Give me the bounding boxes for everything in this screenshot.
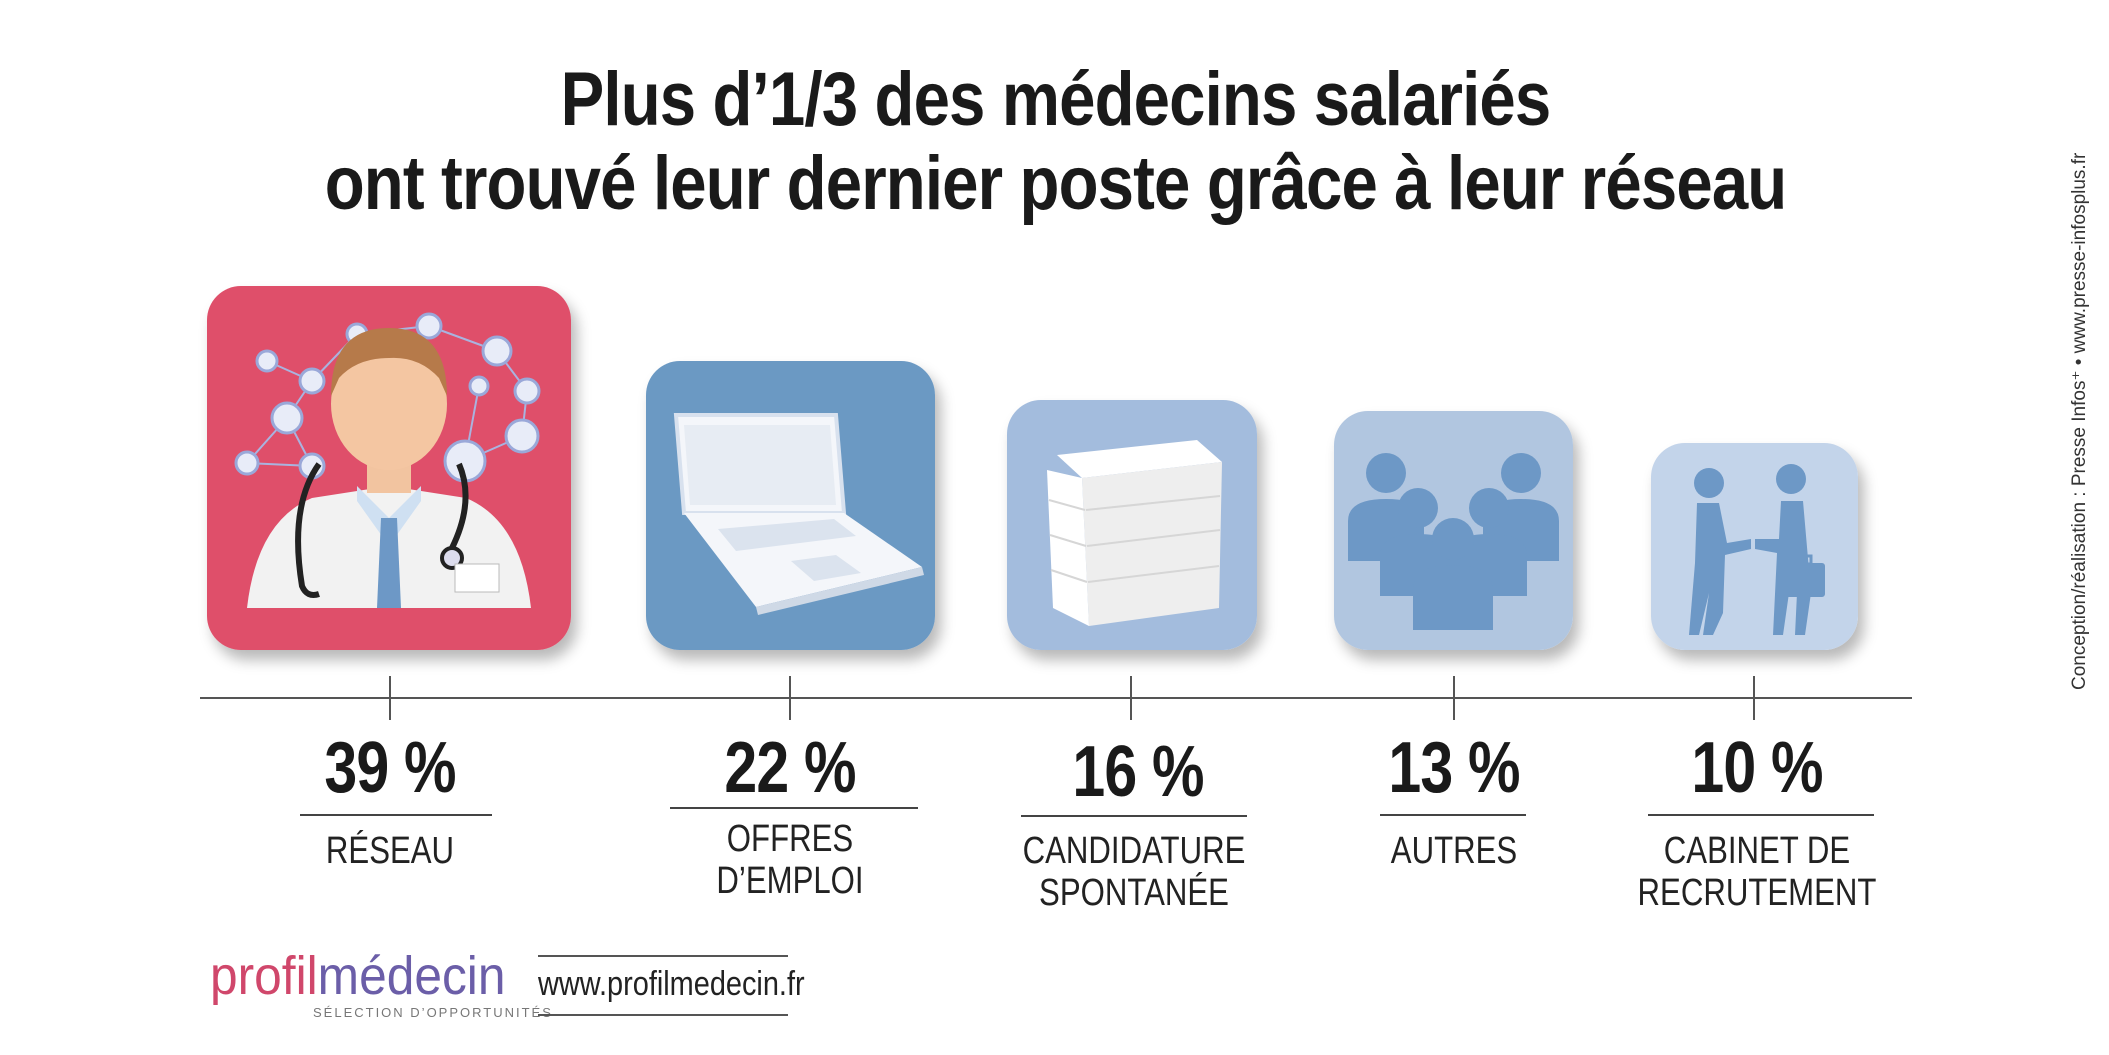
paper-stack-icon: [1007, 400, 1257, 650]
url-rule-bottom: [538, 1014, 788, 1016]
value-label-candidature: 16 %: [1072, 732, 1204, 812]
handshake-icon: [1651, 443, 1858, 650]
axis-tick: [1453, 676, 1455, 720]
tile-candidature-spontanee: [1007, 400, 1257, 650]
tile-reseau: [207, 286, 571, 650]
group-icon: [1334, 411, 1573, 650]
value-underline: [300, 814, 492, 816]
axis-tick: [1130, 676, 1132, 720]
url-rule-top: [538, 955, 788, 957]
value-label-cabinet: 10 %: [1691, 728, 1823, 808]
chart-title: Plus d’1/3 des médecins salariés ont tro…: [149, 58, 1963, 226]
category-label-autres: AUTRES: [1390, 830, 1518, 872]
value-underline: [1021, 815, 1247, 817]
value-label-autres: 13 %: [1388, 728, 1520, 808]
category-label-cabinet: CABINET DE RECRUTEMENT: [1637, 830, 1877, 914]
credit-text: Conception/réalisation : Presse Infos⁺ •…: [2069, 152, 2090, 690]
value-underline: [1648, 814, 1874, 816]
value-label-reseau: 39 %: [324, 728, 456, 808]
title-line-2: ont trouvé leur dernier poste grâce à le…: [324, 141, 1788, 226]
laptop-icon: [646, 361, 935, 650]
category-label-candidature: CANDIDATURE SPONTANÉE: [1022, 830, 1246, 914]
profilmedecin-logo: profilmédecin: [210, 946, 506, 1006]
logo-tagline: SÉLECTION D’OPPORTUNITÉS: [313, 1005, 553, 1020]
category-label-reseau: RÉSEAU: [325, 830, 455, 872]
axis-line: [200, 697, 1912, 699]
value-underline: [1380, 814, 1526, 816]
axis-tick: [389, 676, 391, 720]
value-underline: [670, 807, 918, 809]
axis-tick: [1753, 676, 1755, 720]
category-label-offres-emploi: OFFRES D’EMPLOI: [716, 818, 864, 902]
website-url: www.profilmedecin.fr: [538, 965, 805, 1003]
tile-autres: [1334, 411, 1573, 650]
doctor-network-icon: [207, 286, 571, 650]
tile-cabinet-recrutement: [1651, 443, 1858, 650]
axis-tick: [789, 676, 791, 720]
tile-offres-emploi: [646, 361, 935, 650]
value-label-offres-emploi: 22 %: [724, 728, 856, 808]
title-line-1: Plus d’1/3 des médecins salariés: [560, 57, 1552, 142]
